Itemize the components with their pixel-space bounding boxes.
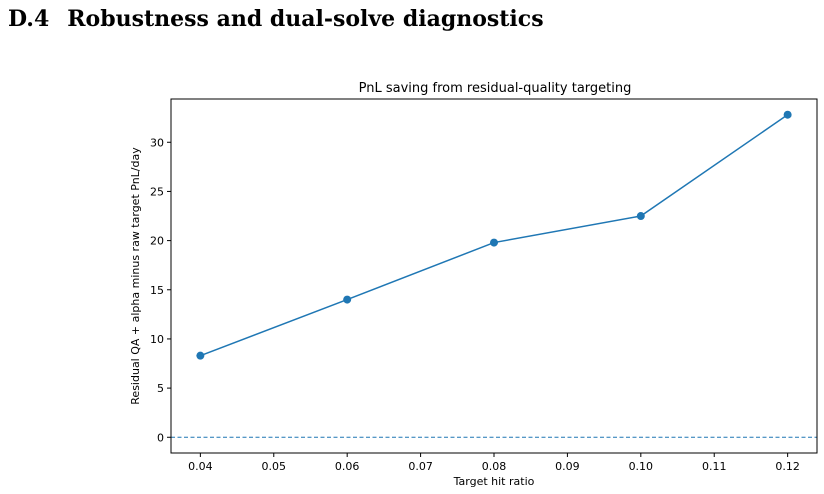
y-tick-label: 5: [157, 382, 164, 395]
series-line: [200, 114, 789, 357]
x-tick-label: 0.08: [482, 460, 507, 473]
data-point: [343, 295, 352, 304]
y-tick-label: 10: [150, 333, 164, 346]
x-tick-label: 0.07: [408, 460, 433, 473]
x-tick-label: 0.09: [555, 460, 580, 473]
y-tick-label: 0: [157, 431, 164, 444]
y-tick-label: 30: [150, 136, 164, 149]
x-tick-label: 0.11: [702, 460, 727, 473]
section-heading: D.4 Robustness and dual-solve diagnostics: [8, 6, 544, 32]
y-tick-label: 20: [150, 235, 164, 248]
section-title: Robustness and dual-solve diagnostics: [67, 6, 544, 32]
x-tick-label: 0.04: [188, 460, 213, 473]
data-point: [783, 110, 792, 119]
x-tick-label: 0.06: [335, 460, 360, 473]
y-tick-label: 15: [150, 284, 164, 297]
x-tick-label: 0.12: [775, 460, 800, 473]
plot-frame: [170, 98, 818, 454]
data-point: [636, 212, 645, 221]
data-point: [490, 238, 498, 247]
x-axis-label: Target hit ratio: [453, 475, 535, 488]
x-tick-label: 0.10: [629, 460, 654, 473]
section-number: D.4: [8, 6, 50, 32]
x-tick-label: 0.05: [262, 460, 287, 473]
chart-title: PnL saving from residual-quality targeti…: [359, 81, 632, 96]
y-axis-label: Residual QA + alpha minus raw target PnL…: [129, 147, 142, 405]
data-point: [196, 351, 205, 360]
y-tick-label: 25: [150, 185, 164, 198]
